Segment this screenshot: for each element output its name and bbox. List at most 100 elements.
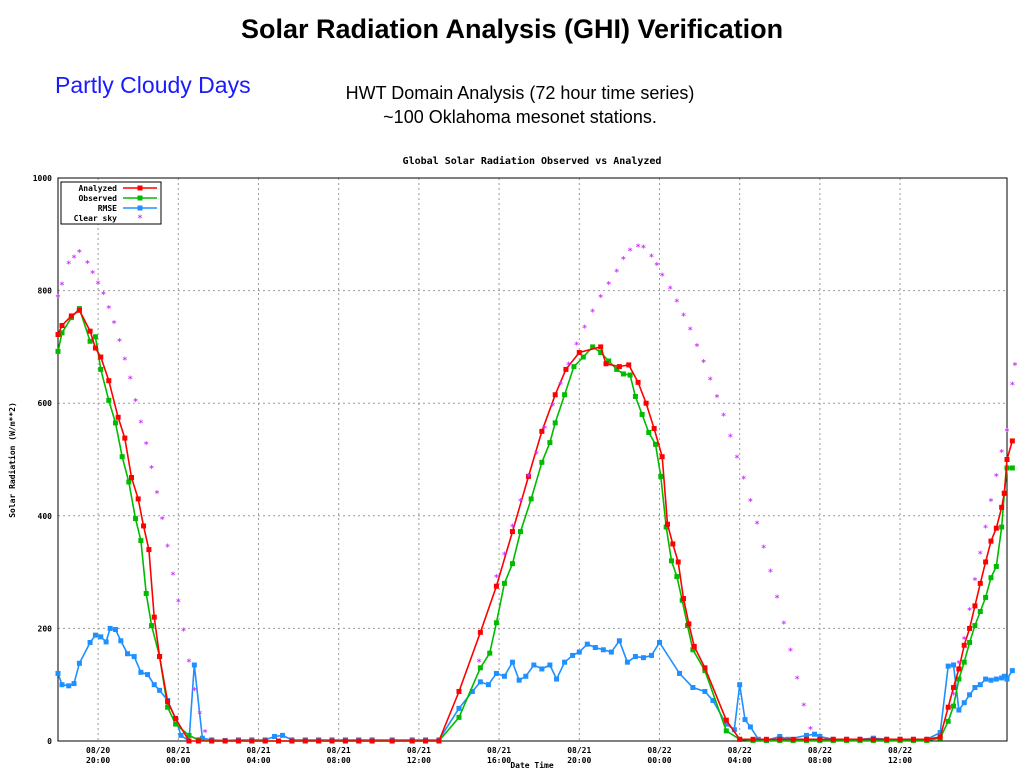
x-tick-label: 08/21: [246, 746, 270, 755]
data-point-analyzed: [389, 738, 395, 744]
data-point-observed: [988, 575, 994, 581]
data-point-rmse: [76, 660, 82, 666]
data-point-observed: [186, 732, 192, 738]
data-point-observed: [106, 397, 112, 403]
data-point-analyzed: [436, 738, 442, 744]
data-point-observed: [646, 429, 652, 435]
data-point-clear-sky: *: [502, 551, 507, 561]
data-point-observed: [92, 334, 98, 340]
x-tick-label: 04:00: [246, 756, 270, 765]
data-point-rmse: [988, 677, 994, 683]
data-point-clear-sky: *: [1012, 361, 1017, 371]
x-tick-label: 08/21: [166, 746, 190, 755]
x-tick-label: 08/21: [327, 746, 351, 755]
data-point-analyzed: [972, 603, 978, 609]
data-point-analyzed: [369, 738, 375, 744]
data-point-observed: [138, 538, 144, 544]
data-point-analyzed: [626, 362, 632, 368]
data-point-analyzed: [983, 559, 989, 565]
data-point-analyzed: [870, 736, 876, 742]
data-point-analyzed: [135, 496, 141, 502]
data-point-rmse: [956, 707, 962, 713]
data-point-rmse: [972, 685, 978, 691]
data-point-rmse: [103, 639, 109, 645]
data-point-observed: [999, 524, 1005, 530]
data-point-clear-sky: *: [794, 675, 799, 685]
data-point-clear-sky: *: [768, 568, 773, 578]
data-point-analyzed: [967, 625, 973, 631]
data-point-rmse: [977, 682, 983, 688]
x-tick-label: 08/20: [86, 746, 110, 755]
data-point-analyzed: [157, 654, 163, 660]
data-point-analyzed: [977, 580, 983, 586]
data-point-rmse: [742, 717, 748, 723]
data-point-clear-sky: *: [154, 489, 159, 499]
data-point-rmse: [71, 681, 77, 687]
data-point-clear-sky: *: [149, 465, 154, 475]
data-point-rmse: [493, 670, 499, 676]
data-point-clear-sky: *: [192, 686, 197, 696]
data-point-observed: [663, 524, 669, 530]
data-point-analyzed: [342, 738, 348, 744]
legend-marker-rmse: [137, 205, 143, 211]
y-tick-label: 0: [47, 737, 52, 746]
data-point-rmse: [191, 662, 197, 668]
data-point-clear-sky: *: [95, 280, 100, 290]
x-tick-label: 08:00: [327, 756, 351, 765]
x-tick-label: 16:00: [487, 756, 511, 765]
chart: Global Solar Radiation Observed vs Analy…: [7, 155, 1018, 768]
legend-label: Observed: [78, 194, 117, 203]
data-point-rmse: [539, 666, 545, 672]
data-point-clear-sky: *: [165, 543, 170, 553]
y-tick-label: 800: [38, 287, 53, 296]
x-tick-label: 08/22: [888, 746, 912, 755]
data-point-clear-sky: *: [494, 574, 499, 584]
data-point-rmse: [477, 679, 483, 685]
data-point-analyzed: [897, 736, 903, 742]
data-point-rmse: [576, 649, 582, 655]
x-tick-label: 08/21: [567, 746, 591, 755]
series-rmse: [55, 625, 1015, 744]
data-point-clear-sky: *: [654, 261, 659, 271]
data-point-analyzed: [235, 738, 241, 744]
data-point-clear-sky: *: [641, 244, 646, 254]
data-point-analyzed: [643, 400, 649, 406]
data-point-analyzed: [616, 364, 622, 370]
data-point-clear-sky: *: [55, 293, 60, 303]
data-point-clear-sky: *: [197, 710, 202, 720]
data-point-rmse: [640, 655, 646, 661]
data-point-clear-sky: *: [526, 472, 531, 482]
data-point-observed: [143, 590, 149, 596]
data-point-clear-sky: *: [728, 433, 733, 443]
slide-note-line2: ~100 Oklahoma mesonet stations.: [383, 107, 657, 127]
data-point-observed: [620, 371, 626, 377]
data-point-clear-sky: *: [681, 312, 686, 322]
data-point-clear-sky: *: [1004, 427, 1009, 437]
x-tick-label: 08/21: [407, 746, 431, 755]
x-tick-label: 04:00: [728, 756, 752, 765]
data-point-rmse: [531, 662, 537, 668]
data-point-clear-sky: *: [106, 305, 111, 315]
data-point-observed: [501, 580, 507, 586]
data-point-analyzed: [141, 523, 147, 529]
data-point-observed: [993, 563, 999, 569]
x-tick-label: 00:00: [647, 756, 671, 765]
data-point-analyzed: [951, 685, 957, 691]
data-point-clear-sky: *: [534, 450, 539, 460]
data-point-clear-sky: *: [90, 270, 95, 280]
series-line-rmse: [57, 627, 1013, 743]
data-point-rmse: [151, 682, 157, 688]
data-point-rmse: [138, 669, 144, 675]
data-point-clear-sky: *: [85, 260, 90, 270]
data-point-rmse: [983, 676, 989, 682]
legend-marker-analyzed: [137, 185, 143, 191]
data-point-analyzed: [552, 392, 558, 398]
data-point-analyzed: [635, 379, 641, 385]
data-point-clear-sky: *: [181, 627, 186, 637]
data-point-analyzed: [924, 736, 930, 742]
data-point-clear-sky: *: [590, 308, 595, 318]
data-point-clear-sky: *: [994, 472, 999, 482]
data-point-observed: [983, 594, 989, 600]
data-point-clear-sky: *: [202, 729, 207, 739]
data-point-analyzed: [122, 435, 128, 441]
